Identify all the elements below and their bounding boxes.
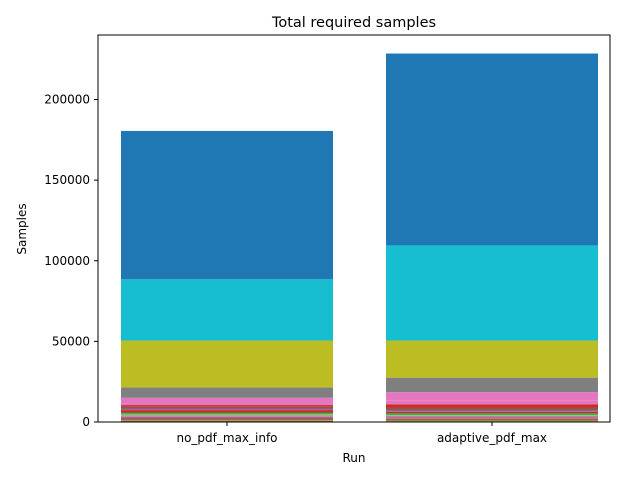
bar-segment-adaptive_pdf_max-2	[386, 419, 598, 421]
bar-segment-no_pdf_max_info-7	[121, 415, 333, 416]
bar-segment-adaptive_pdf_max-20	[386, 53, 598, 246]
bar-segment-adaptive_pdf_max-18	[386, 340, 598, 378]
bar-segment-adaptive_pdf_max-5	[386, 417, 598, 419]
bar-segment-no_pdf_max_info-2	[121, 419, 333, 421]
bar-segment-no_pdf_max_info-14	[121, 405, 333, 407]
bar-segment-adaptive_pdf_max-11	[386, 411, 598, 414]
y-tick-label: 200000	[44, 93, 90, 107]
bar-segment-no_pdf_max_info-15	[121, 403, 333, 406]
bar-segment-no_pdf_max_info-9	[121, 413, 333, 415]
bar-segment-adaptive_pdf_max-17	[386, 377, 598, 393]
bar-segment-no_pdf_max_info-6	[121, 415, 333, 417]
bar-segment-no_pdf_max_info-10	[121, 412, 333, 414]
bar-segment-no_pdf_max_info-12	[121, 408, 333, 411]
bar-segment-adaptive_pdf_max-6	[386, 416, 598, 418]
bar-segment-no_pdf_max_info-11	[121, 410, 333, 413]
bar-segment-adaptive_pdf_max-8	[386, 415, 598, 417]
x-tick-label: adaptive_pdf_max	[437, 431, 547, 445]
bar-segment-no_pdf_max_info-1	[121, 420, 333, 422]
x-ticks: no_pdf_max_info adaptive_pdf_max	[176, 422, 547, 445]
y-tick-label: 0	[82, 415, 90, 429]
bar-segment-no_pdf_max_info-20	[121, 130, 333, 280]
y-tick-label: 100000	[44, 254, 90, 268]
bar-segment-no_pdf_max_info-19	[121, 279, 333, 341]
bar-segment-no_pdf_max_info-18	[121, 340, 333, 388]
bar-segment-no_pdf_max_info-8	[121, 414, 333, 416]
bar-segment-adaptive_pdf_max-12	[386, 410, 598, 412]
bar-segment-adaptive_pdf_max-1	[386, 420, 598, 422]
bar-segment-no_pdf_max_info-16	[121, 397, 333, 404]
y-tick-label: 50000	[52, 334, 90, 348]
bar-segment-adaptive_pdf_max-10	[386, 413, 598, 415]
y-axis-label: Samples	[15, 203, 29, 254]
bar-segment-no_pdf_max_info-13	[121, 406, 333, 409]
plot-frame	[97, 34, 611, 423]
bar-segment-adaptive_pdf_max-16	[386, 392, 598, 401]
bar-segment-adaptive_pdf_max-9	[386, 414, 598, 416]
bar-segment-adaptive_pdf_max-13	[386, 407, 598, 411]
y-ticks: 0 50000 100000 150000 200000	[44, 93, 98, 429]
bar-segment-adaptive_pdf_max-19	[386, 245, 598, 341]
bar-segment-no_pdf_max_info-17	[121, 387, 333, 398]
bar-segment-adaptive_pdf_max-4	[386, 418, 598, 419]
bar-segment-adaptive_pdf_max-15	[386, 400, 598, 405]
bar-segment-adaptive_pdf_max-14	[386, 404, 598, 408]
bar-segment-no_pdf_max_info-5	[121, 416, 333, 418]
bar-segment-adaptive_pdf_max-3	[386, 418, 598, 420]
bar-segment-no_pdf_max_info-3	[121, 418, 333, 420]
bars-group	[121, 53, 598, 422]
y-tick-label: 150000	[44, 173, 90, 187]
chart-title: Total required samples	[271, 15, 436, 31]
x-axis-label: Run	[342, 451, 365, 465]
x-tick-label: no_pdf_max_info	[176, 431, 277, 445]
bar-segment-no_pdf_max_info-4	[121, 417, 333, 419]
